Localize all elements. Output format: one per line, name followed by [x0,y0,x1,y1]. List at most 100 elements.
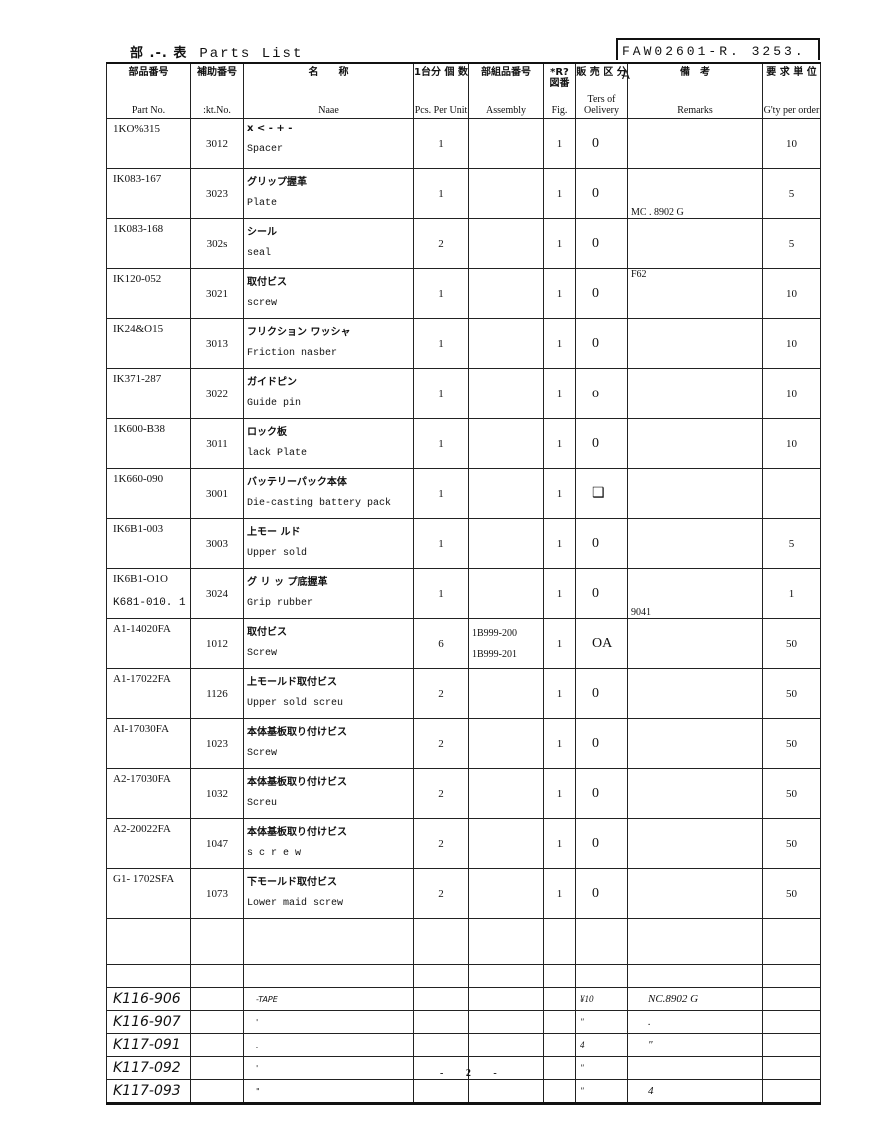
fig: 1 [543,418,576,469]
parts-table: 部品番号 Part No. 補助番号:kt.No. 名 称 Naae 1台分 個 数 Pcs… [106,62,821,1105]
fig [543,1010,576,1034]
remarks: 9041 [627,568,763,619]
name-jp: グ リ ッ プ底握革 [247,577,328,588]
header-jp: 販 売 区 分 [576,67,627,78]
qty-per-order: 10 [762,318,821,369]
empty-cell [468,918,544,965]
assembly-cell [468,518,544,569]
part-no: A2-20022FA [113,823,171,835]
part-no-cell: IK120-052 [106,268,191,319]
empty-cell [762,964,821,988]
sub-no: 302s [190,218,244,269]
fig: 1 [543,768,576,819]
header-assembly: 部組品番号 Assembly [468,62,544,119]
title-jp: 部 .-. 表 [130,46,188,61]
delivery: " [575,1079,628,1104]
fig: 1 [543,568,576,619]
qty-per-order: 50 [762,868,821,919]
delivery: 0 [575,818,628,869]
header-jp: *R? 図番 [549,67,570,89]
header-en: Pcs. Per Unit [414,105,468,116]
header-part-no: 部品番号 Part No. [106,62,191,119]
part-no: IK371-287 [113,373,162,385]
pcs-per-unit: 1 [413,418,469,469]
fig: 1 [543,818,576,869]
part-no-cell: G1- 1702SFA [106,868,191,919]
assembly [468,1010,544,1034]
part-no-cell: IK6B1-003 [106,518,191,569]
pcs-per-unit [413,1056,469,1080]
header-jp: 名 称 [308,67,349,78]
header-en: G'ty per order [763,105,820,116]
sub-no: 1126 [190,668,244,719]
sub-no: 3021 [190,268,244,319]
part-no-cell: 1K660-090 [106,468,191,519]
qty-per-order: 5 [762,518,821,569]
part-no: IK120-052 [113,273,162,285]
part-no-cell: IK083-167 [106,168,191,219]
table-row: IK6B1-O1O K681-010. 1 3024 グ リ ッ プ底握革 Grip r… [106,568,821,619]
name-jp: 本体基板取り付けビス [247,727,347,738]
sub-no: 1012 [190,618,244,669]
empty-cell [243,964,414,988]
delivery: " [575,1056,628,1080]
pcs-per-unit [413,1010,469,1034]
empty-cell [575,964,628,988]
name-en: s c r e w [247,848,302,859]
header-qty-per-order: 要 求 単 位 G'ty per order [762,62,821,119]
assembly-cell [468,318,544,369]
name-cell: バッテリーパック本体 Die-casting battery pack [243,468,414,519]
part-no: K117-093 [106,1079,191,1104]
name-cell: 本体基板取り付けビス Screu [243,768,414,819]
pcs-per-unit: 2 [413,818,469,869]
pcs-per-unit: 1 [413,118,469,169]
name-en: Upper sold [247,548,308,559]
delivery: 0 [575,318,628,369]
header-jp: 備 考 [680,67,710,78]
empty-row [106,918,821,965]
sub-no: 3003 [190,518,244,569]
part-no: K116-906 [106,987,191,1011]
name-jp: フリクション ワッシャ [247,327,351,338]
name-en: Screw [247,748,278,759]
pcs-per-unit: 1 [413,518,469,569]
empty-row [106,964,821,988]
name-jp: ガイドピン [247,377,297,388]
sub-no: 1023 [190,718,244,769]
name: . [243,1033,414,1057]
pcs-per-unit: 1 [413,568,469,619]
fig [543,1079,576,1104]
qty-per-order: 10 [762,368,821,419]
assembly [468,1079,544,1104]
name: -TAPE [243,987,414,1011]
name-jp: 下モールド取付ビス [247,877,337,888]
remarks: MC . 8902 G [627,168,763,219]
remarks [627,468,763,519]
table-row: IK120-052 3021 取付ビス screw 1 1 0 F62 10 [106,268,821,319]
sub-no: 3022 [190,368,244,419]
sub-no: 3013 [190,318,244,369]
sub-no: 1073 [190,868,244,919]
empty-cell [413,918,469,965]
delivery: o [575,368,628,419]
table-row: A2-17030FA 1032 本体基板取り付けビス Screu 2 1 0 50 [106,768,821,819]
delivery: 0 [575,668,628,719]
fig: 1 [543,718,576,769]
part-no: 1K600-B38 [113,423,165,435]
empty-cell [468,964,544,988]
assembly [468,987,544,1011]
assembly-cell [468,868,544,919]
part-no: IK6B1-O1O [113,573,168,585]
delivery: 0 [575,718,628,769]
title-en: Parts List [199,46,304,62]
header-box: 名 称 Naae [244,64,413,118]
sub-no [190,1056,244,1080]
header-en: Ters of Oelivery [584,94,619,116]
assembly-cell [468,718,544,769]
fig [543,1033,576,1057]
pcs-per-unit: 2 [413,868,469,919]
name-en: Lower maid screw [247,898,344,909]
table-row: 1K660-090 3001 バッテリーパック本体 Die-casting batte… [106,468,821,519]
sub-no: 3023 [190,168,244,219]
qty-per-order [762,1079,821,1104]
